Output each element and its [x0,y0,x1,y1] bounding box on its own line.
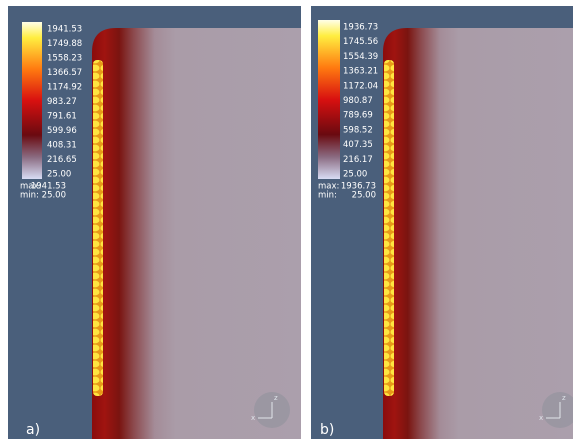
legend-label: 1749.88 [47,39,82,49]
legend-label: 980.87 [343,96,373,106]
legend-label: 599.96 [47,126,77,136]
legend-label: 789.69 [343,111,373,121]
legend-label: 408.31 [47,141,77,151]
legend-label: 1936.73 [343,23,378,33]
legend-label: 25.00 [343,170,367,180]
legend-label: 1558.23 [47,54,82,64]
legend-label: 1172.04 [343,81,378,91]
min-label: min: [20,191,39,201]
legend-label: 407.35 [343,140,373,150]
legend-label: 1941.53 [47,25,82,35]
legend-label: 1174.92 [47,83,82,93]
legend-label: 25.00 [47,170,71,180]
legend-label: 216.17 [343,155,373,165]
legend-label: 791.61 [47,112,77,122]
legend-label: 1366.57 [47,68,82,78]
min-value: 25.00 [42,191,66,201]
min-value: 25.00 [352,191,376,201]
hot-strip [384,60,394,396]
field [383,28,573,439]
colorbar [318,20,340,179]
legend-label: 1554.39 [343,52,378,62]
panel-label: a) [26,422,40,438]
axis-x: x [539,414,543,422]
screenshot: 1941.53 1749.88 1558.23 1366.57 1174.92 983.2… [0,0,573,439]
field [92,28,301,439]
legend-label: 598.52 [343,125,373,135]
colorbar [22,22,42,179]
legend-label: 1363.21 [343,67,378,77]
min-label: min: [318,191,337,201]
legend-label: 983.27 [47,97,77,107]
legend-label: 1745.56 [343,37,378,47]
panel-label: b) [320,422,334,438]
axis-z: z [274,394,278,402]
axis-z: z [562,394,566,402]
legend-label: 216.65 [47,155,77,165]
hot-strip [93,60,103,396]
axis-x: x [251,414,255,422]
